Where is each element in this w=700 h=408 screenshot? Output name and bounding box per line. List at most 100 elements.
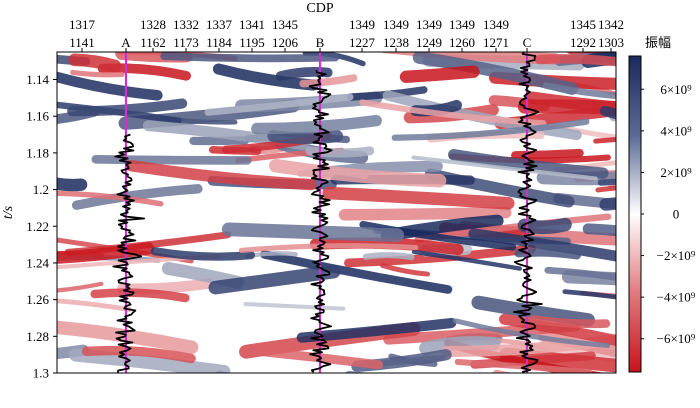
x-tick-label-bottom: 1141 [69, 35, 95, 50]
amplitude-band [514, 248, 582, 260]
amplitude-band [595, 185, 616, 193]
amplitude-band [57, 71, 163, 101]
x-tick-label-bottom: 1260 [449, 35, 475, 50]
well-trace-b [308, 70, 333, 373]
plot-frame [56, 51, 617, 374]
amplitude-band [535, 54, 616, 67]
amplitude-band [499, 347, 616, 373]
x-tick-label-bottom: 1303 [598, 35, 624, 50]
x-tick-label-top: 1349 [449, 17, 475, 32]
x-tick-label-bottom: 1249 [416, 35, 442, 50]
well-markers [112, 51, 543, 373]
amplitude-band [57, 281, 104, 293]
amplitude-band [221, 222, 405, 243]
amplitude-band [68, 53, 122, 73]
y-tick-label: 1.18 [26, 145, 49, 160]
amplitude-band [70, 69, 125, 78]
amplitude-band [561, 270, 616, 286]
colorbar-tick-label: 0 [673, 207, 680, 222]
x-tick-label-bottom: 1184 [206, 35, 232, 50]
colorbar-tick-label: 6×10⁹ [660, 82, 692, 97]
amplitude-band [471, 295, 595, 327]
colorbar-tick-label: 2×10⁹ [660, 165, 692, 180]
amplitude-band [57, 190, 164, 207]
amplitude-band [125, 159, 317, 191]
amplitude-band [468, 228, 616, 262]
amplitude-band [599, 197, 616, 211]
amplitude-band [238, 243, 419, 253]
amplitude-band [380, 263, 431, 277]
y-tick-label: 1.3 [33, 366, 49, 381]
amplitude-band [208, 264, 341, 295]
amplitude-band [150, 247, 256, 261]
y-axis-label: t/s [1, 205, 16, 219]
amplitude-band [299, 74, 358, 88]
amplitude-band [562, 289, 616, 300]
amplitude-band [261, 347, 384, 370]
amplitude-band [528, 315, 611, 329]
y-tick-label: 1.22 [26, 219, 49, 234]
y-tick-label: 1.2 [33, 182, 49, 197]
x-tick-label-bottom: 1292 [570, 35, 596, 50]
y-tick-label: 1.14 [26, 72, 49, 87]
amplitude-band [345, 370, 368, 373]
amplitude-band [67, 98, 188, 117]
amplitude-band [69, 348, 231, 373]
amplitude-band [267, 130, 344, 145]
amplitude-band [542, 82, 616, 100]
x-axis-ticks: 1317 1141 A 1328 1162 1332 1173 1337 1184 1341 119… [69, 17, 624, 52]
amplitude-band [305, 146, 375, 158]
colorbar: 振幅 6×10⁹ 4×10⁹ 2×10⁹ 0 −2×10⁹ −4×10⁹ −6×10⁹ [628, 36, 696, 373]
x-tick-label-bottom: 1227 [349, 35, 376, 50]
amplitude-band [391, 118, 590, 141]
x-tick-label-bottom: 1173 [173, 35, 199, 50]
colorbar-scale [628, 55, 642, 373]
colorbar-tick-label: 4×10⁹ [660, 123, 692, 138]
x-tick-label-bottom: 1271 [483, 35, 509, 50]
colorbar-ticks: 6×10⁹ 4×10⁹ 2×10⁹ 0 −2×10⁹ −4×10⁹ −6×10⁹ [641, 82, 696, 346]
plot-area [56, 51, 617, 374]
amplitude-band [57, 298, 132, 312]
well-label: B [316, 35, 325, 50]
amplitude-band [608, 182, 616, 191]
x-tick-label-top: 1349 [483, 17, 509, 32]
x-tick-label-top: 1349 [416, 17, 442, 32]
y-tick-label: 1.28 [26, 329, 49, 344]
amplitude-band [399, 65, 480, 84]
x-tick-label-top: 1349 [349, 17, 375, 32]
amplitude-band [91, 154, 252, 165]
x-tick-label-top: 1332 [173, 17, 199, 32]
well-label: C [523, 35, 532, 50]
amplitude-band [57, 177, 88, 192]
amplitude-band [260, 250, 453, 294]
amplitude-band [609, 112, 616, 122]
amplitude-band [71, 184, 203, 210]
amplitude-band [243, 301, 346, 311]
x-tick-label-bottom: 1238 [383, 35, 409, 50]
x-tick-label-top: 1341 [239, 17, 265, 32]
amplitude-band [208, 145, 262, 155]
y-tick-label: 1.26 [26, 292, 49, 307]
well-trace-a [112, 133, 145, 373]
x-tick-label-top: 1345 [272, 17, 298, 32]
amplitude-band [492, 369, 513, 373]
colorbar-tick-label: −6×10⁹ [657, 331, 696, 346]
amplitude-band [411, 249, 523, 271]
amplitude-band [552, 192, 616, 210]
x-tick-label-bottom: 1195 [239, 35, 265, 50]
amplitude-band [544, 266, 616, 281]
amplitude-band [204, 93, 354, 116]
y-tick-label: 1.24 [26, 255, 49, 270]
amplitude-band [251, 114, 382, 135]
amplitude-band [362, 252, 415, 261]
x-tick-label-top: 1337 [206, 17, 233, 32]
x-tick-label-top: 1345 [570, 17, 596, 32]
x-tick-label-top: 1349 [383, 17, 409, 32]
amplitude-heatmap [57, 52, 616, 373]
well-label: A [121, 35, 131, 50]
amplitude-band [322, 186, 515, 210]
amplitude-band [511, 148, 584, 160]
amplitude-band [599, 105, 616, 120]
amplitude-band [452, 318, 611, 349]
